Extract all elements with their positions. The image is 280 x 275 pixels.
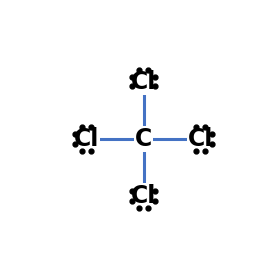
Text: Cl: Cl	[131, 70, 156, 94]
Text: Cl: Cl	[188, 127, 213, 151]
Text: C: C	[135, 127, 152, 151]
Text: Cl: Cl	[131, 184, 156, 208]
Text: Cl: Cl	[74, 127, 99, 151]
